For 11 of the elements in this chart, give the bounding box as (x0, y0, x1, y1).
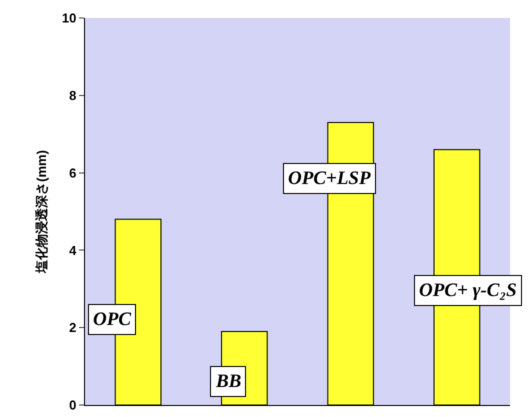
y-tick-label: 10 (62, 10, 76, 26)
x-tick-label: OPC (93, 309, 132, 330)
y-tick-label: 8 (69, 88, 76, 103)
y-axis-title: 塩化物浸透深さ(mm) (34, 150, 49, 274)
x-tick-label: OPC+ γ-C₂S (419, 280, 517, 301)
y-tick-label: 6 (69, 165, 76, 180)
x-tick-label: OPC+LSP (288, 168, 371, 189)
y-tick-label: 2 (69, 320, 76, 336)
y-tick-label: 0 (69, 398, 76, 413)
x-tick-label: BB (215, 371, 242, 392)
y-tick-label: 4 (69, 242, 78, 258)
